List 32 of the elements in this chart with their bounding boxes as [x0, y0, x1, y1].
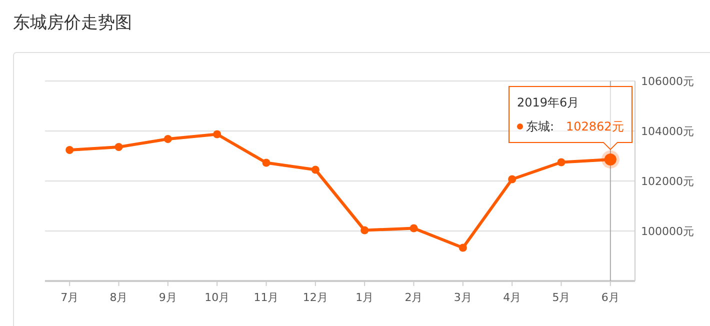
y-tick-label: 102000元 — [641, 175, 694, 188]
x-tick-label: 1月 — [356, 291, 374, 304]
point — [557, 158, 566, 166]
point — [311, 166, 320, 174]
x-tick-label: 12月 — [302, 291, 328, 304]
point — [262, 158, 270, 167]
y-tick-label: 104000元 — [641, 125, 694, 138]
x-tick-label: 2月 — [404, 291, 423, 304]
x-tick-label: 4月 — [503, 291, 522, 304]
x-tick-label: 3月 — [454, 291, 472, 304]
point — [458, 244, 467, 252]
point — [213, 130, 222, 138]
point — [114, 143, 123, 151]
point — [508, 175, 516, 184]
x-tick-label: 8月 — [110, 291, 128, 304]
y-tick-label: 106000元 — [641, 75, 694, 88]
x-tick-label: 10月 — [204, 291, 230, 304]
tooltip: 2019年6月 东城: 102862元 — [508, 86, 632, 150]
point — [66, 146, 74, 154]
x-tick-label: 5月 — [552, 291, 570, 304]
x-tick-label: 11月 — [254, 291, 279, 304]
point — [410, 224, 418, 232]
chart-title: 东城房价走势图 — [13, 13, 132, 33]
point — [164, 135, 172, 143]
annotation: 东城: — [526, 119, 554, 134]
x-tick-label: 9月 — [158, 291, 177, 304]
x-tick-label: 7月 — [60, 291, 79, 304]
data-label: 102862元 — [566, 119, 624, 134]
annotation: 2019年6月 — [517, 95, 580, 110]
point — [360, 226, 369, 234]
y-tick-label: 100000元 — [641, 225, 694, 238]
x-tick-label: 6月 — [601, 291, 620, 304]
